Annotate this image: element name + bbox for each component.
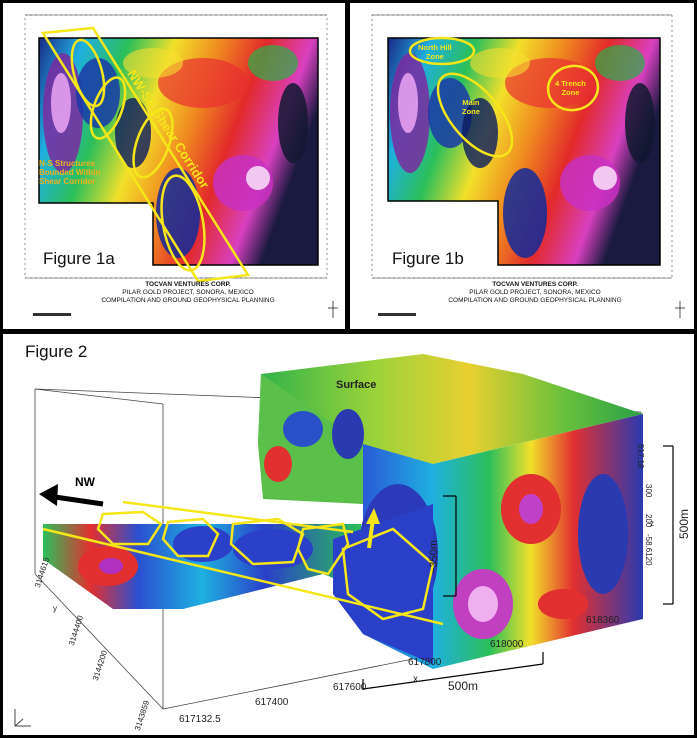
figure-1b-map (371, 14, 685, 318)
structures-label: N-S Structures Bounded Within Shear Corr… (39, 159, 100, 186)
figure-1a-caption: TOCVAN VENTURES CORP. PILAR GOLD PROJECT… (98, 281, 278, 305)
zone-north-hill: North Hill Zone (418, 43, 452, 61)
structures-label-line-1: N-S Structures (39, 159, 96, 168)
x-tick-label: 617400 (255, 697, 289, 708)
depth-label: ~350m (428, 540, 440, 574)
caption-line-3: COMPILATION AND GROUND GEOPHYSICAL PLANN… (448, 297, 622, 304)
z-axis-name: z (650, 519, 654, 528)
zone-main-line-2: Zone (462, 107, 480, 116)
figure-2-panel: Figure 2 Surface NW ~350m 500m 500m x 61… (3, 334, 694, 735)
caption-line-2: PILAR GOLD PROJECT, SONORA, MEXICO (469, 289, 601, 296)
figure-1a-map (24, 14, 338, 318)
y-axis-name: y (53, 604, 57, 613)
caption-line-2: PILAR GOLD PROJECT, SONORA, MEXICO (122, 289, 254, 296)
z-tick-label: -58.6120 (644, 534, 653, 566)
horizontal-scale-label: 500m (448, 679, 479, 693)
z-tick-label: 517.18 (636, 444, 645, 469)
x-tick-label: 618000 (490, 639, 524, 650)
x-tick-label: 617800 (408, 657, 442, 668)
x-axis-name: x (413, 674, 418, 685)
zone-main-line-1: Main (462, 98, 480, 107)
surface-label: Surface (336, 379, 377, 391)
vertical-scale-label: 500m (677, 508, 691, 539)
up-arrow-icon (366, 508, 380, 524)
zone-north-hill-line-2: Zone (425, 52, 444, 61)
zone-north-hill-line-1: North Hill (418, 43, 452, 52)
zone-main: Main Zone (462, 98, 480, 116)
x-tick-label: 617600 (333, 682, 367, 693)
caption-line-3: COMPILATION AND GROUND GEOPHYSICAL PLANN… (101, 297, 275, 304)
z-tick-label: 300 (644, 484, 653, 498)
caption-line-1: TOCVAN VENTURES CORP. (145, 281, 231, 288)
nw-label: NW (75, 475, 95, 489)
structures-label-line-2: Bounded Within (39, 168, 101, 177)
x-tick-label: 618360 (586, 615, 620, 626)
zone-4-trench-line-2: Zone (561, 88, 580, 97)
x-tick-label: 617132.5 (179, 714, 221, 725)
nw-arrow-icon (39, 484, 58, 506)
figure-2-3d-model (14, 354, 674, 727)
figure-1b-panel: North Hill Zone Main Zone 4 Trench Zone … (350, 3, 694, 329)
zone-4-trench: 4 Trench Zone (555, 79, 586, 97)
structures-label-line-3: Shear Corridor (39, 177, 96, 186)
zone-4-trench-line-1: 4 Trench (555, 79, 586, 88)
figure-1a-label: Figure 1a (43, 249, 115, 268)
figure-1a-panel: NW-SE Shear Corridor N-S Structures Boun… (3, 3, 345, 329)
figure-2-label: Figure 2 (25, 342, 88, 361)
figure-1b-label: Figure 1b (392, 249, 464, 268)
figure-1b-caption: TOCVAN VENTURES CORP. PILAR GOLD PROJECT… (445, 281, 625, 305)
caption-line-1: TOCVAN VENTURES CORP. (492, 281, 578, 288)
